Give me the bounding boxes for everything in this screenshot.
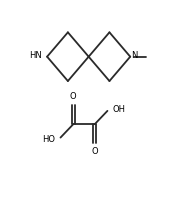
Text: HN: HN <box>29 51 42 60</box>
Text: O: O <box>91 147 98 156</box>
Text: OH: OH <box>113 105 126 114</box>
Text: N: N <box>131 51 137 60</box>
Text: HO: HO <box>42 135 55 144</box>
Text: O: O <box>70 92 77 101</box>
